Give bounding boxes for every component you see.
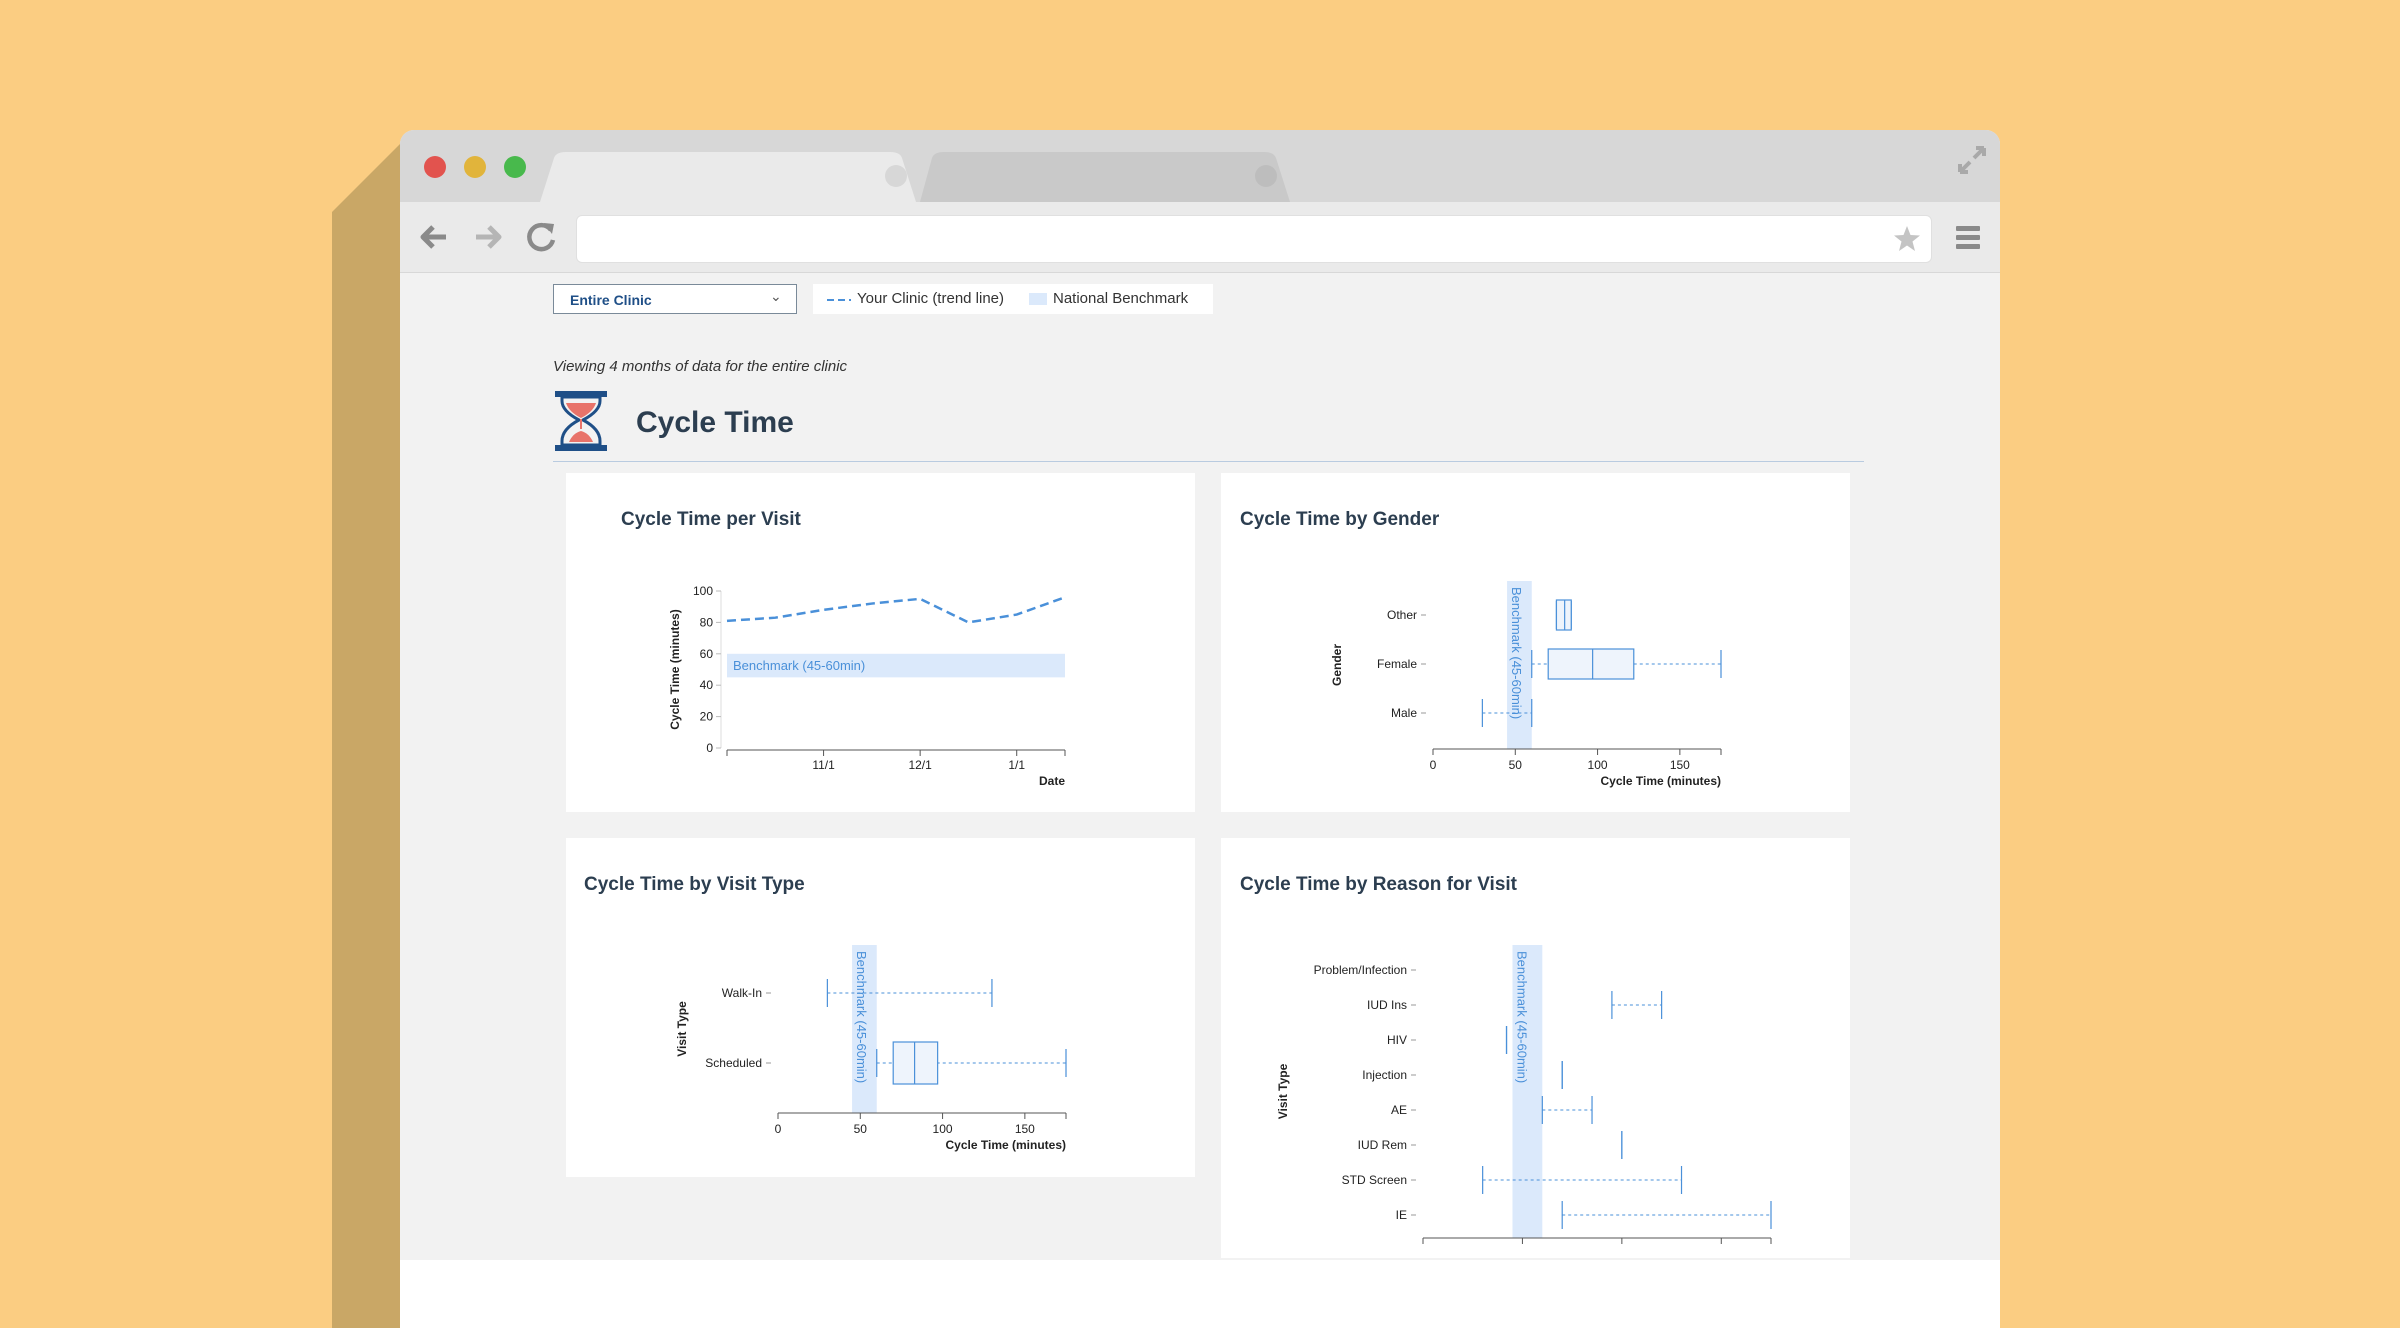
category-label: HIV xyxy=(1387,1033,1407,1047)
category-label: Walk-In xyxy=(722,986,762,1000)
browser-tabs xyxy=(540,152,1290,202)
box xyxy=(892,1041,939,1085)
y-tick-label: 60 xyxy=(700,647,714,661)
tab-inactive-close-icon[interactable] xyxy=(1255,165,1277,187)
box xyxy=(1555,599,1572,631)
dashed-line-icon xyxy=(827,299,851,301)
category-label: Scheduled xyxy=(705,1056,762,1070)
x-tick-label: 0 xyxy=(775,1122,782,1136)
category-label: IUD Ins xyxy=(1367,998,1407,1012)
category-label: IUD Rem xyxy=(1358,1138,1407,1152)
y-axis-title: Gender xyxy=(1330,644,1344,686)
x-tick-label: 100 xyxy=(933,1122,953,1136)
y-tick-label: 0 xyxy=(706,741,713,755)
benchmark-label: Benchmark (45-60min) xyxy=(1509,587,1524,719)
benchmark-label: Benchmark (45-60min) xyxy=(854,951,869,1083)
x-tick-label: 1/1 xyxy=(1008,758,1025,772)
tab-active-close-icon[interactable] xyxy=(885,165,907,187)
category-label: Other xyxy=(1387,608,1417,622)
card-title: Cycle Time per Visit xyxy=(621,509,801,530)
benchmark-band xyxy=(1507,581,1532,749)
box xyxy=(1547,648,1635,680)
x-tick-label: 50 xyxy=(854,1122,868,1136)
category-label: STD Screen xyxy=(1342,1173,1407,1187)
fullscreen-icon[interactable] xyxy=(1956,144,1988,176)
data-range-note: Viewing 4 months of data for the entire … xyxy=(553,358,848,375)
benchmark-band xyxy=(852,945,877,1113)
tab-inactive[interactable] xyxy=(920,152,1290,202)
x-tick-label: 100 xyxy=(1588,758,1608,772)
forward-arrow-icon[interactable] xyxy=(472,222,504,252)
page-content: Entire Clinic ⌄ Your Clinic (trend line)… xyxy=(400,273,2000,1328)
x-tick-label: 0 xyxy=(1430,758,1437,772)
category-label: Female xyxy=(1377,657,1417,671)
bookmark-star-icon[interactable] xyxy=(1893,225,1921,253)
x-axis-title: Cycle Time (minutes) xyxy=(1601,774,1721,788)
card-cycle-time-by-reason: Cycle Time by Reason for Visit Benchmark… xyxy=(1221,838,1850,1258)
card-title: Cycle Time by Reason for Visit xyxy=(1240,874,1518,895)
x-axis-title: Date xyxy=(1039,774,1065,788)
y-axis-title: Cycle Time (minutes) xyxy=(668,609,682,729)
reload-icon[interactable] xyxy=(524,220,558,254)
clinic-filter-value: Entire Clinic xyxy=(570,292,652,308)
chevron-down-icon: ⌄ xyxy=(770,288,782,304)
y-tick-label: 20 xyxy=(700,710,714,724)
benchmark-band xyxy=(727,653,1065,678)
y-axis-title: Visit Type xyxy=(1276,1063,1290,1119)
benchmark-label: Benchmark (45-60min) xyxy=(733,658,865,673)
browser-window: Entire Clinic ⌄ Your Clinic (trend line)… xyxy=(400,130,2000,1328)
legend-benchmark-label: National Benchmark xyxy=(1053,290,1189,307)
y-axis-title: Visit Type xyxy=(675,1001,689,1057)
section-title: Cycle Time xyxy=(636,406,794,439)
benchmark-swatch xyxy=(1029,293,1047,305)
card-cycle-time-by-gender: Cycle Time by Gender Benchmark (45-60min… xyxy=(1221,473,1850,812)
x-tick-label: 11/1 xyxy=(812,758,835,772)
legend-trend-label: Your Clinic (trend line) xyxy=(857,290,1005,307)
chart-legend: Your Clinic (trend line) National Benchm… xyxy=(813,284,1213,314)
menu-icon[interactable] xyxy=(1954,224,1982,252)
card-title: Cycle Time by Visit Type xyxy=(584,874,805,895)
section-divider xyxy=(553,461,1864,462)
minimize-window-button[interactable] xyxy=(464,156,486,178)
box-chart: Benchmark (45-60min) Other Female Male 0 50 10… xyxy=(1330,581,1722,788)
trend-line xyxy=(726,596,1066,624)
x-tick-label: 150 xyxy=(1670,758,1690,772)
x-tick-label: 50 xyxy=(1509,758,1523,772)
y-tick-label: 100 xyxy=(693,584,713,598)
address-bar[interactable] xyxy=(576,215,1932,263)
card-cycle-time-per-visit: Cycle Time per Visit Benchmark (45-60min… xyxy=(566,473,1195,812)
category-label: Problem/Infection xyxy=(1314,963,1407,977)
box-chart: Benchmark (45-60min) Walk-In Scheduled 0 50 1… xyxy=(675,945,1067,1152)
line-chart: Benchmark (45-60min) 0 20 40 60 80 100 11/1 12/1… xyxy=(668,584,1066,788)
box-chart: Benchmark (45-60min) Problem/Infection IUD… xyxy=(1276,945,1772,1244)
benchmark-label: Benchmark (45-60min) xyxy=(1514,951,1529,1083)
close-window-button[interactable] xyxy=(424,156,446,178)
tab-active[interactable] xyxy=(540,152,916,202)
category-label: AE xyxy=(1391,1103,1407,1117)
maximize-window-button[interactable] xyxy=(504,156,526,178)
clinic-filter-dropdown[interactable]: Entire Clinic ⌄ xyxy=(553,284,797,314)
benchmark-band xyxy=(1512,945,1543,1238)
x-tick-label: 150 xyxy=(1015,1122,1035,1136)
tab-bar xyxy=(400,130,2000,202)
category-label: Injection xyxy=(1362,1068,1407,1082)
y-tick-label: 40 xyxy=(700,678,714,692)
card-title: Cycle Time by Gender xyxy=(1240,509,1440,530)
category-label: IE xyxy=(1396,1208,1407,1222)
x-axis-title: Cycle Time (minutes) xyxy=(946,1138,1066,1152)
card-cycle-time-by-visit-type: Cycle Time by Visit Type Benchmark (45-6… xyxy=(566,838,1195,1177)
browser-toolbar xyxy=(400,202,2000,273)
y-tick-label: 80 xyxy=(700,615,714,629)
hourglass-icon xyxy=(555,391,607,451)
x-tick-label: 12/1 xyxy=(908,758,932,772)
page-footer xyxy=(400,1260,2000,1328)
category-label: Male xyxy=(1391,706,1417,720)
back-arrow-icon[interactable] xyxy=(418,222,450,252)
